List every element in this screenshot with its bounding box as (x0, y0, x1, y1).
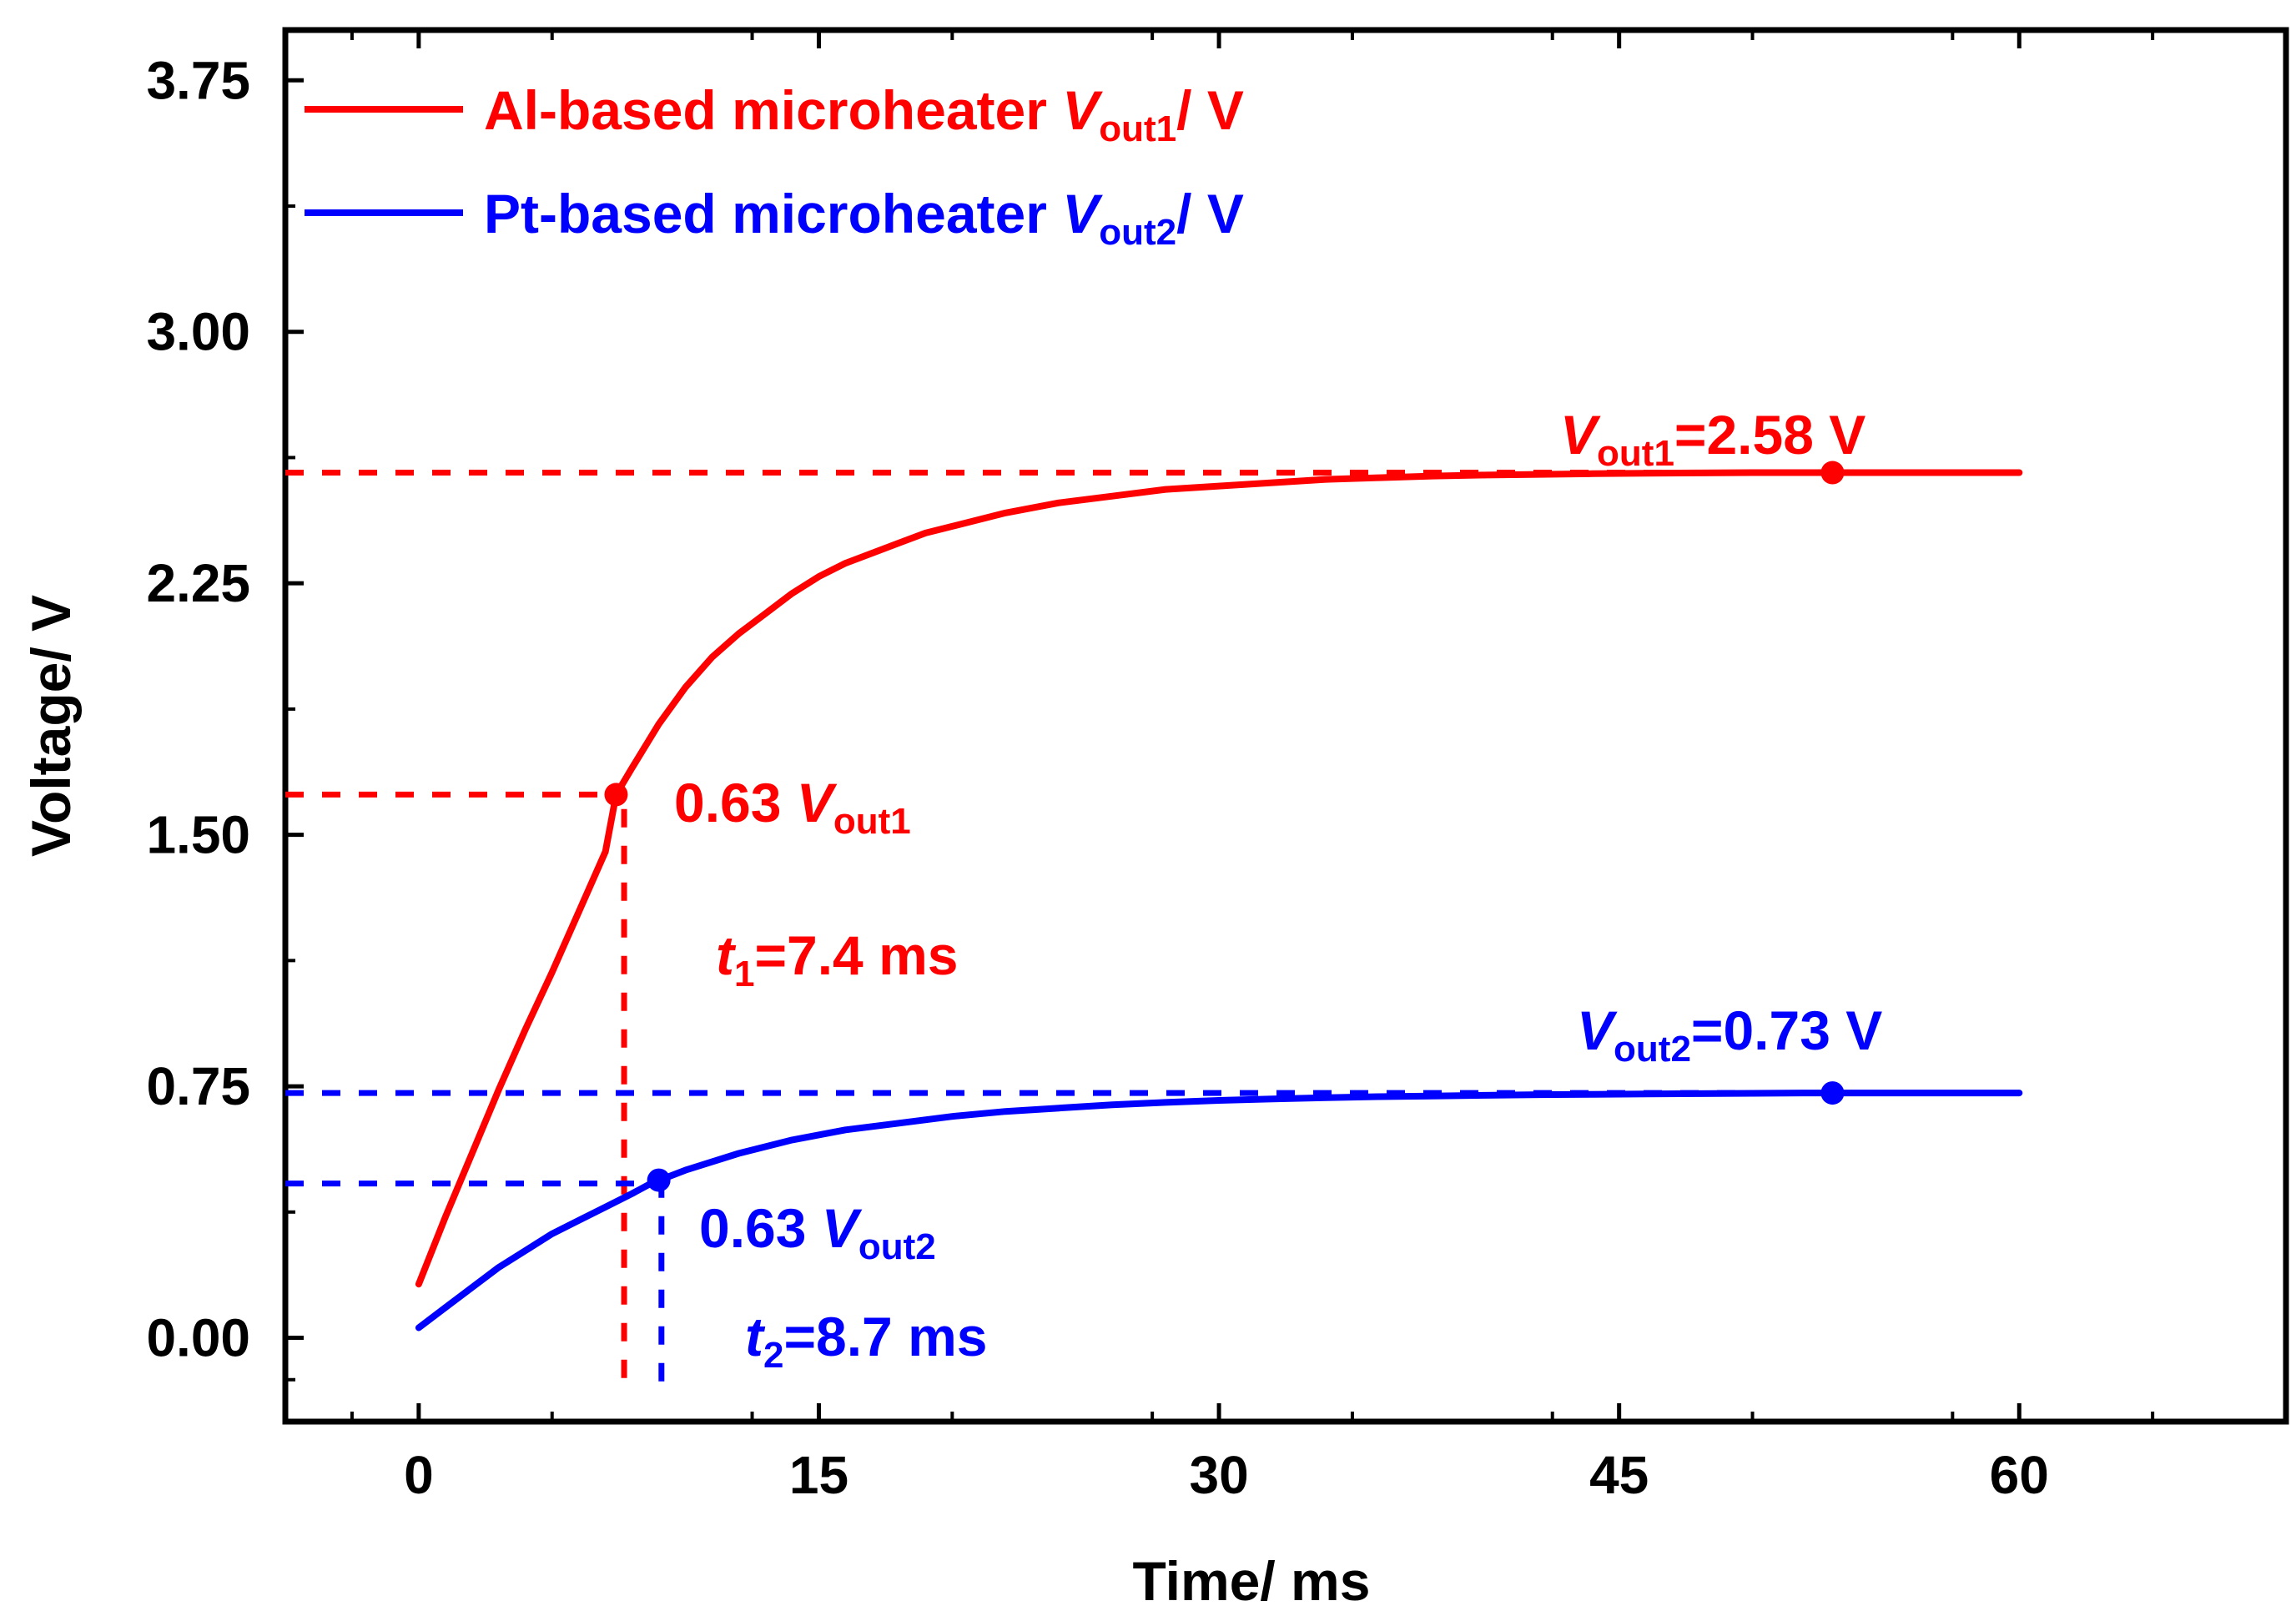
annotation-t2: t2=8.7 ms (745, 1306, 988, 1376)
annotation-063-vout2: 0.63 Vout2 (699, 1197, 936, 1267)
y-axis-title: Voltage/ V (20, 595, 82, 857)
legend-al-var: V (1062, 79, 1103, 141)
y-tick-label-3.00: 3.00 (146, 302, 250, 362)
axes-ticks (285, 30, 2155, 1422)
annotation-vout2-rest: =0.73 V (1691, 999, 1882, 1061)
annotation-vout1-rest: =2.58 V (1674, 404, 1866, 466)
y-tick-label-3.75: 3.75 (146, 50, 250, 110)
annotation-t2-rest: =8.7 ms (783, 1306, 987, 1367)
marker-vout1-steady (1820, 461, 1845, 485)
annotation-vout1: Vout1=2.58 V (1560, 404, 1866, 474)
annotation-vout1-var: V (1560, 404, 1601, 466)
y-tick-label-0.75: 0.75 (146, 1056, 250, 1116)
annotation-vout1-sub: out1 (1597, 433, 1674, 474)
marker-vout2-steady (1820, 1081, 1845, 1105)
annotation-063-vout1: 0.63 Vout1 (674, 772, 911, 842)
plot-frame (282, 27, 2289, 1425)
series-group (415, 469, 2023, 1332)
legend-label-al: Al-based microheater Vout1/ V (484, 79, 1244, 149)
marker-063-vout1 (604, 783, 628, 807)
x-tick-labels: 0 15 30 45 60 (404, 1445, 2049, 1505)
legend-label-pt: Pt-based microheater Vout2/ V (484, 183, 1244, 253)
legend-pt-var: V (1062, 183, 1103, 244)
series-line-0 (415, 469, 2023, 1288)
y-tick-label-1.50: 1.50 (146, 805, 250, 865)
y-tick-label-0.00: 0.00 (146, 1308, 250, 1368)
annotation-vout2-sub: out2 (1614, 1029, 1691, 1070)
x-tick-label-15: 15 (789, 1445, 848, 1505)
x-tick-label-60: 60 (1990, 1445, 2049, 1505)
annotation-t1-var: t (716, 924, 737, 986)
annotation-063-vout1-sub: out1 (833, 801, 911, 842)
reference-lines (285, 470, 1833, 1382)
annotation-vout2-var: V (1577, 999, 1618, 1061)
legend: Al-based microheater Vout1/ V Pt-based m… (305, 79, 1244, 253)
legend-al-main: Al-based microheater (484, 79, 1062, 141)
series-line-1 (415, 1090, 2023, 1332)
legend-pt-sub: out2 (1099, 212, 1176, 253)
x-axis-title: Time/ ms (1133, 1550, 1371, 1612)
annotation-t1-rest: =7.4 ms (754, 924, 958, 986)
legend-pt-unit: / V (1176, 183, 1244, 244)
legend-pt-main: Pt-based microheater (484, 183, 1062, 244)
annotation-t2-var: t (745, 1306, 766, 1367)
annotation-063-vout1-var: V (797, 772, 838, 833)
legend-al-unit: / V (1176, 79, 1244, 141)
y-tick-label-2.25: 2.25 (146, 553, 250, 613)
annotation-vout2: Vout2=0.73 V (1577, 999, 1882, 1070)
x-tick-label-30: 30 (1189, 1445, 1248, 1505)
annotations: Vout1=2.58 V 0.63 Vout1 t1=7.4 ms Vout2=… (674, 404, 1882, 1376)
annotation-063-vout2-sub: out2 (858, 1226, 936, 1267)
x-tick-label-45: 45 (1589, 1445, 1649, 1505)
marker-063-vout2 (647, 1168, 671, 1192)
y-tick-labels: 0.00 0.75 1.50 2.25 3.00 3.75 (146, 50, 250, 1367)
legend-al-sub: out1 (1099, 108, 1176, 149)
annotation-t1-sub: 1 (734, 954, 754, 994)
annotation-063-vout2-var: V (822, 1197, 863, 1259)
annotation-t2-sub: 2 (763, 1335, 783, 1376)
annotation-063-vout2-pre: 0.63 (699, 1197, 822, 1259)
annotation-t1: t1=7.4 ms (716, 924, 959, 994)
x-tick-label-0: 0 (404, 1445, 434, 1505)
annotation-063-vout1-pre: 0.63 (674, 772, 797, 833)
markers-group (604, 461, 1845, 1192)
